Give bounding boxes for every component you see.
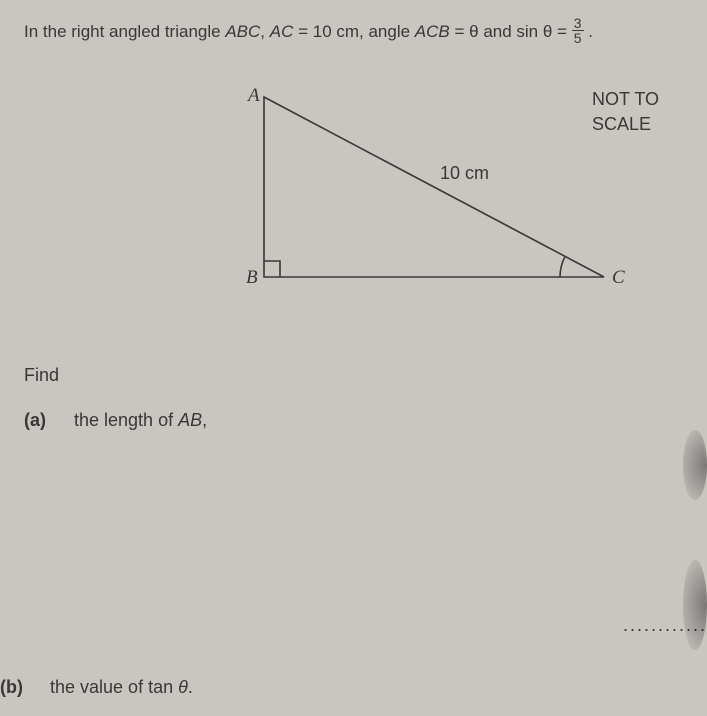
part-a-it: AB — [178, 410, 202, 430]
page-shadow-2 — [683, 560, 707, 650]
nts-line2: SCALE — [592, 112, 659, 137]
svg-text:B: B — [246, 267, 258, 288]
not-to-scale: NOT TO SCALE — [592, 87, 659, 137]
part-a: (a) the length of AB, — [24, 410, 683, 431]
q-angle: ACB — [415, 22, 450, 41]
find-label: Find — [24, 365, 683, 386]
part-a-text: the length of AB, — [74, 410, 207, 431]
part-b-it: θ — [178, 677, 188, 697]
part-a-label: (a) — [24, 410, 54, 431]
triangle-svg: ABC10 cmθ — [224, 87, 634, 307]
q-angle-eq: = θ and sin θ = — [450, 22, 567, 41]
triangle-diagram: ABC10 cmθ — [224, 87, 634, 312]
q-ac-val: = 10 cm, angle — [293, 22, 414, 41]
fraction-den: 5 — [572, 31, 584, 45]
q-ac: AC — [270, 22, 294, 41]
svg-text:C: C — [612, 267, 625, 288]
part-a-pre: the length of — [74, 410, 178, 430]
q-suffix: . — [584, 22, 593, 41]
q-prefix: In the right angled triangle — [24, 22, 225, 41]
q-triangle: ABC — [225, 22, 260, 41]
page-shadow-1 — [683, 430, 707, 500]
question-text: In the right angled triangle ABC, AC = 1… — [24, 18, 683, 47]
fraction: 3 5 — [572, 16, 584, 45]
part-b: (b) the value of tan θ. — [0, 677, 193, 698]
figure-area: ABC10 cmθ NOT TO SCALE — [24, 87, 683, 337]
part-b-text: the value of tan θ. — [50, 677, 193, 698]
page: In the right angled triangle ABC, AC = 1… — [0, 0, 707, 716]
part-a-post: , — [202, 410, 207, 430]
part-b-post: . — [188, 677, 193, 697]
svg-text:10 cm: 10 cm — [440, 163, 489, 183]
part-b-pre: the value of tan — [50, 677, 178, 697]
fraction-num: 3 — [572, 16, 584, 31]
nts-line1: NOT TO — [592, 87, 659, 112]
svg-text:A: A — [246, 87, 260, 106]
part-b-label: (b) — [0, 677, 30, 698]
